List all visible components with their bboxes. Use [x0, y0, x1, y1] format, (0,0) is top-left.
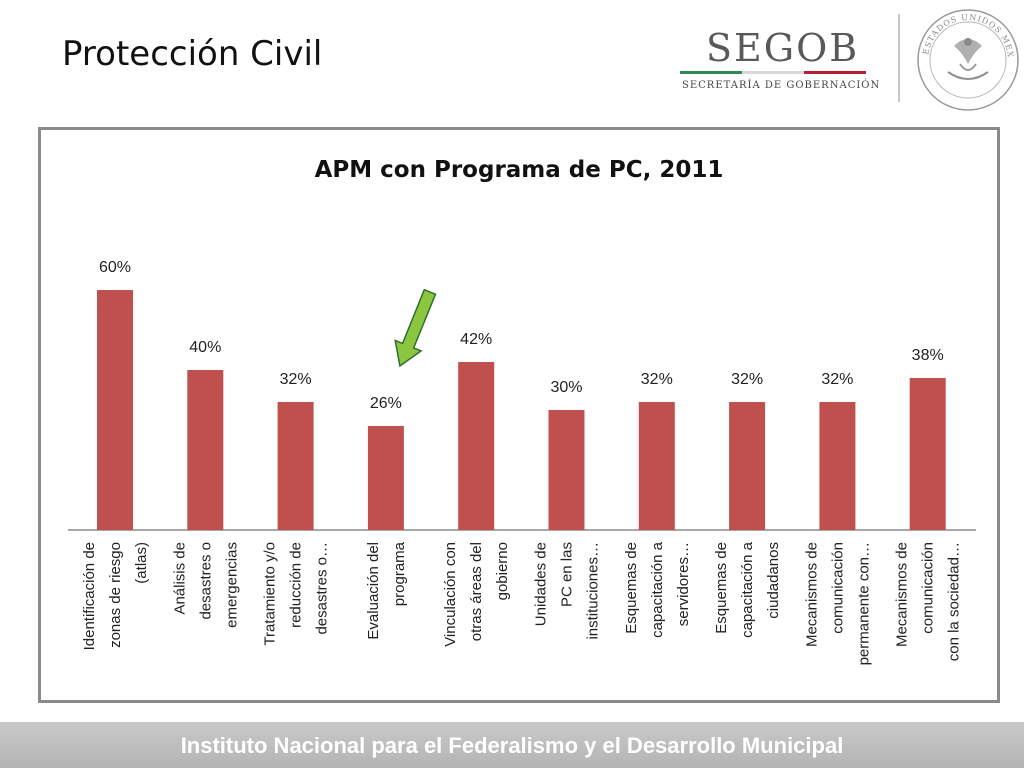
slide-title: Protección Civil [62, 34, 323, 74]
bar-1 [97, 290, 133, 530]
national-seal-icon: ESTADOS UNIDOS MEXICANOS [910, 0, 1022, 119]
tick-label-9: Mecanismos de comunicación permanente con… [803, 542, 872, 665]
data-label-7: 32% [641, 371, 673, 388]
tick-label-1: Identificación de zonas de riesgo (atlas) [81, 542, 150, 650]
logo-divider [898, 14, 900, 102]
bar-5 [458, 362, 495, 530]
footer-text: Instituto Nacional para el Federalismo y… [180, 733, 844, 758]
tick-label-8: Esquemas de capacitación a ciudadanos [713, 541, 782, 638]
annotation-arrow-icon [394, 288, 437, 368]
data-label-3: 32% [280, 371, 312, 388]
chart-title: APM con Programa de PC, 2011 [315, 157, 724, 183]
bar-3 [277, 402, 314, 530]
data-label-2: 40% [189, 339, 221, 356]
segob-logo: SEGOB SECRETARÍA DE GOBERNACIÓN [680, 28, 880, 91]
tick-label-3: Tratamiento y/o reducción de desastres o… [262, 542, 331, 646]
data-label-1: 60% [99, 259, 131, 276]
data-label-4: 26% [370, 395, 402, 412]
tick-label-5: Vinculación con otras áreas del gobierno [442, 542, 511, 647]
data-label-8: 32% [731, 371, 763, 388]
tick-label-10: Mecanismos de comunicación con la sociedad… [894, 542, 963, 661]
bar-7 [638, 402, 675, 530]
bar-8 [729, 402, 766, 530]
tick-label-6: Unidades de PC en las instituciones… [533, 542, 602, 640]
tick-label-7: Esquemas de capacitación a servidores… [623, 541, 692, 638]
bar-chart: APM con Programa de PC, 2011 60% 40% 32% 26… [68, 157, 976, 665]
bar-6 [548, 410, 585, 530]
tick-label-4: Evaluación del programa [365, 541, 408, 639]
bar-2 [187, 370, 224, 530]
data-label-6: 30% [550, 379, 582, 396]
bar-10 [909, 378, 946, 530]
data-label-5: 42% [460, 331, 492, 348]
segob-wordmark: SEGOB [706, 26, 860, 70]
bar-9 [819, 402, 856, 530]
segob-subtitle: SECRETARÍA DE GOBERNACIÓN [682, 80, 881, 91]
tick-label-2: Análisis de desastres o emergencias [171, 542, 240, 628]
footer-bar [0, 722, 1024, 768]
data-label-9: 32% [821, 371, 853, 388]
data-label-10: 38% [912, 347, 944, 364]
bar-4 [367, 426, 404, 530]
chart-panel: APM con Programa de PC, 2011 60% 40% 32% 26… [38, 127, 1000, 703]
logo-tricolor-rule [680, 70, 866, 76]
